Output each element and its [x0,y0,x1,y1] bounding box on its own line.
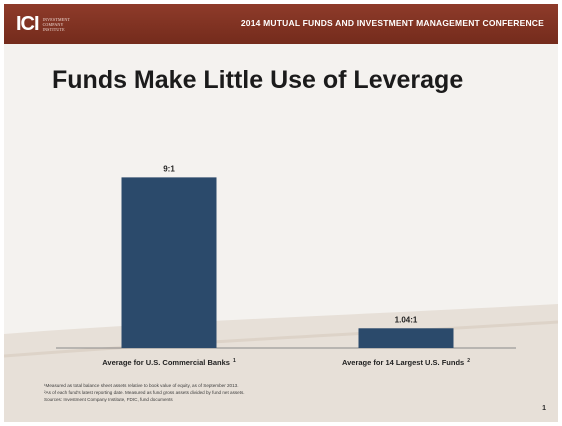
footnotes: ¹Measured as total balance sheet assets … [44,382,514,403]
logo-subtitle: INVESTMENT COMPANY INSTITUTE [42,16,71,32]
footnote-sources: Sources: Investment Company Institute, F… [44,397,173,402]
footnote-2: ²As of each fund's latest reporting date… [44,390,245,395]
category-label-1: Average for U.S. Commercial Banks 1 [102,358,236,367]
data-label-1: 9:1 [163,164,175,173]
category-label-2: Average for 14 Largest U.S. Funds 2 [342,358,470,367]
slide-title: Funds Make Little Use of Leverage [52,66,464,94]
page-number: 1 [542,405,546,412]
slide: ICI INVESTMENT COMPANY INSTITUTE 2014 MU… [4,4,558,422]
bar-1 [121,177,217,348]
data-label-2: 1.04:1 [395,315,418,324]
logo-mark: ICI [16,13,40,35]
ici-logo: ICI INVESTMENT COMPANY INSTITUTE [16,13,77,35]
bar-2 [358,328,454,348]
header-band: ICI INVESTMENT COMPANY INSTITUTE 2014 MU… [4,4,558,44]
conference-title: 2014 MUTUAL FUNDS AND INVESTMENT MANAGEM… [240,18,544,28]
footnote-1: ¹Measured as total balance sheet assets … [44,383,239,388]
bar-chart: 9:1 Average for U.S. Commercial Banks 1 1.0… [56,164,516,367]
